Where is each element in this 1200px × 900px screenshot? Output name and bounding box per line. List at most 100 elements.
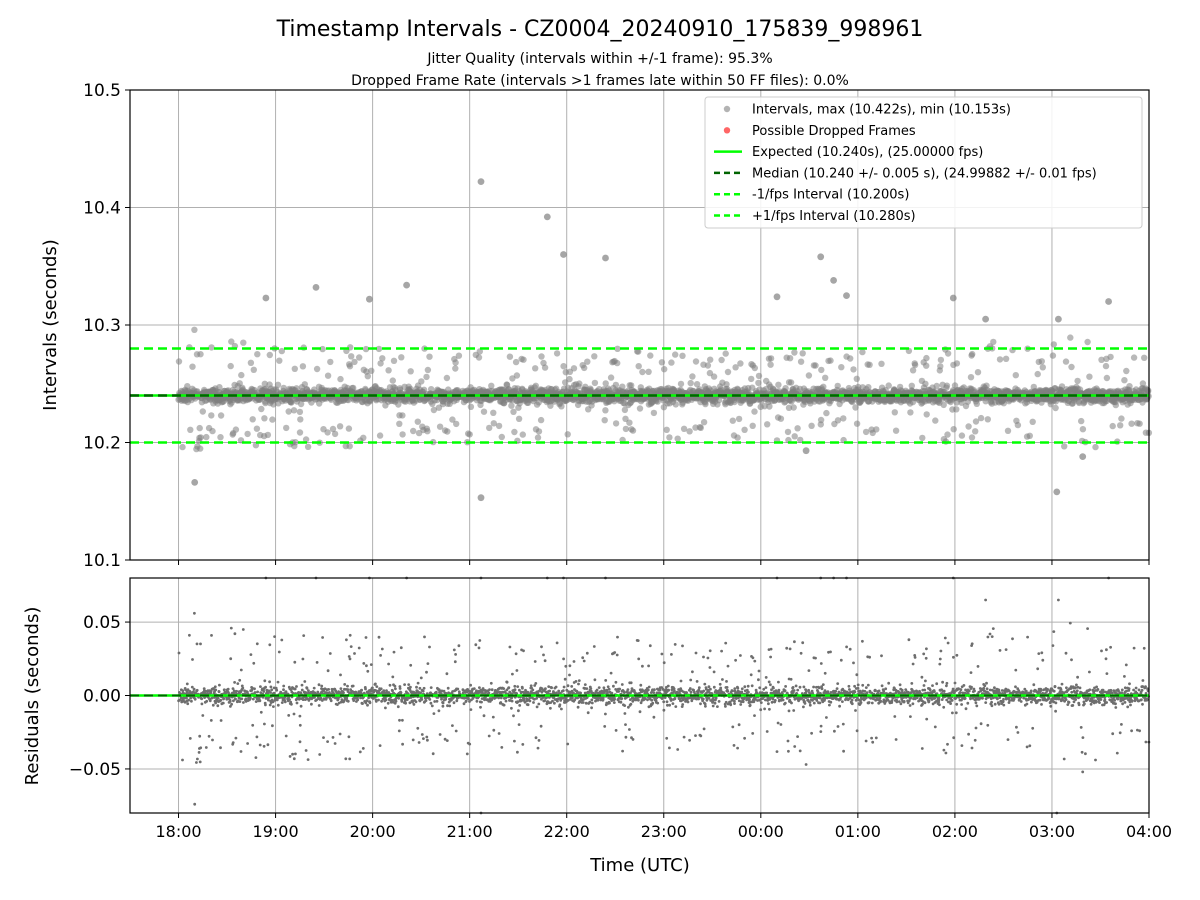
interval-point	[288, 399, 295, 406]
residual-point	[369, 663, 373, 666]
residual-point	[216, 696, 220, 700]
interval-point	[424, 366, 432, 374]
residual-point	[328, 691, 331, 694]
chart-subtitle-2: Dropped Frame Rate (intervals >1 frames …	[351, 73, 849, 89]
interval-point	[923, 362, 930, 369]
interval-point	[909, 367, 917, 374]
interval-point	[247, 359, 255, 366]
residual-point	[231, 687, 235, 690]
residual-point	[361, 747, 365, 750]
interval-point	[1141, 354, 1148, 361]
interval-point	[907, 409, 914, 416]
residual-point	[462, 702, 466, 706]
residual-point	[443, 737, 447, 741]
interval-point	[261, 380, 268, 387]
residual-point	[253, 691, 257, 694]
interval-point	[1062, 358, 1070, 365]
interval-point	[591, 353, 598, 360]
interval-point	[1098, 356, 1105, 363]
interval-point	[1128, 420, 1135, 427]
residual-point	[510, 699, 514, 703]
residual-point	[563, 677, 567, 681]
residual-point	[550, 686, 553, 690]
residual-point	[457, 644, 461, 648]
residual-point	[513, 684, 517, 688]
residual-point	[210, 634, 213, 637]
interval-point	[199, 408, 206, 415]
residual-point	[464, 699, 468, 703]
interval-point	[790, 404, 797, 411]
residual-point	[233, 681, 237, 684]
interval-point	[950, 426, 957, 433]
residual-point	[301, 657, 305, 661]
residual-point	[208, 699, 212, 703]
interval-point	[645, 368, 652, 375]
interval-outlier-point	[191, 479, 199, 486]
residual-point	[551, 699, 554, 703]
interval-point	[452, 359, 459, 366]
residual-point	[481, 687, 485, 690]
interval-point	[674, 435, 681, 442]
residual-point	[549, 706, 552, 710]
residual-point	[422, 737, 425, 740]
residual-point	[468, 700, 471, 703]
interval-point	[512, 358, 520, 366]
interval-point	[663, 426, 670, 433]
interval-point	[937, 356, 945, 364]
interval-outlier-point	[560, 251, 567, 258]
interval-point	[480, 408, 488, 415]
residual-point	[185, 696, 188, 700]
interval-point	[873, 426, 880, 433]
residual-point	[282, 684, 286, 688]
residual-point	[380, 647, 384, 651]
interval-point	[751, 364, 758, 372]
interval-point	[360, 434, 367, 441]
residual-point	[263, 722, 266, 726]
residual-point	[467, 697, 470, 701]
residual-point	[555, 691, 558, 695]
residual-point	[454, 729, 458, 733]
residual-point	[543, 659, 547, 663]
residual-point	[521, 743, 525, 746]
residual-point	[531, 688, 535, 692]
residual-point	[517, 709, 520, 713]
residual-point	[548, 689, 551, 693]
interval-point	[639, 368, 646, 376]
residual-point	[246, 742, 250, 745]
residual-point	[401, 742, 404, 746]
residual-point	[416, 726, 420, 730]
interval-point	[304, 443, 312, 450]
residual-point	[295, 701, 299, 705]
residual-point	[441, 701, 445, 705]
residual-point	[210, 696, 214, 700]
interval-point	[1026, 432, 1034, 439]
residual-point	[426, 738, 429, 742]
residual-point	[273, 635, 276, 638]
residual-point	[489, 681, 493, 685]
residual-point	[298, 714, 302, 718]
residual-point	[365, 664, 368, 668]
residual-point	[198, 760, 202, 764]
residual-point	[318, 753, 322, 756]
interval-point	[191, 326, 198, 333]
interval-point	[784, 428, 792, 436]
interval-point	[1000, 400, 1007, 407]
interval-point	[203, 433, 210, 441]
interval-point	[351, 358, 358, 366]
residual-point	[454, 653, 457, 656]
residual-point	[420, 733, 424, 736]
interval-point	[741, 426, 748, 433]
residual-point	[510, 706, 513, 710]
residual-point	[456, 687, 460, 691]
residual-point	[366, 669, 370, 673]
residual-point	[432, 712, 436, 715]
interval-point	[1086, 373, 1093, 380]
residual-point	[254, 700, 258, 703]
residual-point	[229, 657, 233, 661]
residual-point	[469, 683, 472, 687]
interval-point	[428, 386, 435, 393]
interval-point	[602, 380, 609, 387]
residual-point	[375, 685, 379, 688]
residual-point	[209, 689, 213, 693]
interval-point	[1049, 352, 1057, 359]
